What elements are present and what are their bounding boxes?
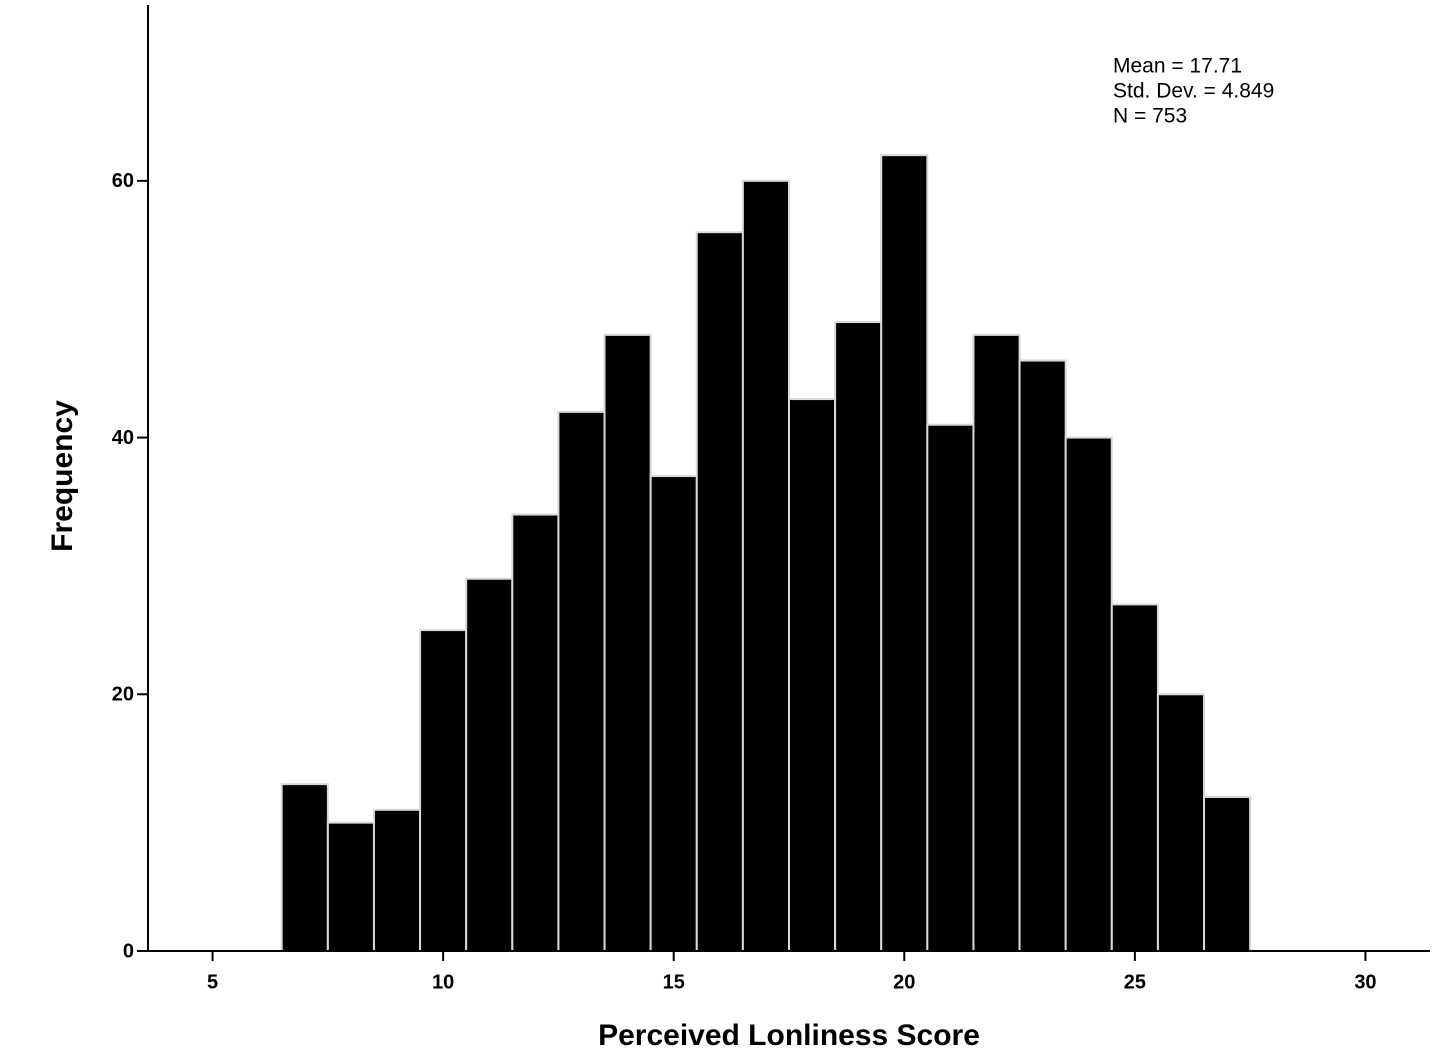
bar	[788, 398, 837, 952]
bar	[557, 410, 606, 952]
bar	[880, 154, 929, 953]
bar	[511, 513, 560, 952]
bar	[834, 321, 883, 952]
bar	[741, 179, 790, 952]
y-axis-title: Frequency	[46, 400, 79, 552]
x-tick-label: 25	[1124, 971, 1146, 993]
bar	[603, 333, 652, 952]
y-tick-label: 40	[112, 427, 134, 449]
x-tick-label: 15	[663, 971, 685, 993]
x-tick-label: 5	[207, 971, 218, 993]
bar	[695, 231, 744, 952]
x-tick-label: 10	[432, 971, 454, 993]
bar	[1203, 795, 1252, 952]
x-tick-label: 30	[1354, 971, 1376, 993]
y-tick-label: 0	[123, 940, 134, 962]
bar	[372, 808, 422, 952]
stats-annotation: N = 753	[1113, 105, 1187, 128]
bar	[649, 475, 698, 952]
bar	[280, 783, 329, 953]
bar	[419, 629, 468, 952]
bar	[972, 333, 1021, 952]
stats-annotation: Mean = 17.71	[1113, 55, 1242, 78]
bar	[1110, 603, 1159, 953]
x-axis-title: Perceived Lonliness Score	[598, 1019, 980, 1052]
bar	[326, 821, 375, 952]
y-tick-label: 60	[112, 170, 134, 192]
bar	[465, 577, 514, 952]
x-tick-label: 20	[893, 971, 915, 993]
y-tick-label: 20	[112, 684, 134, 706]
bar	[1156, 693, 1206, 952]
bar	[926, 423, 975, 953]
stats-annotation: Std. Dev. = 4.849	[1113, 80, 1274, 103]
bar	[1018, 359, 1067, 952]
bar	[1064, 436, 1113, 953]
